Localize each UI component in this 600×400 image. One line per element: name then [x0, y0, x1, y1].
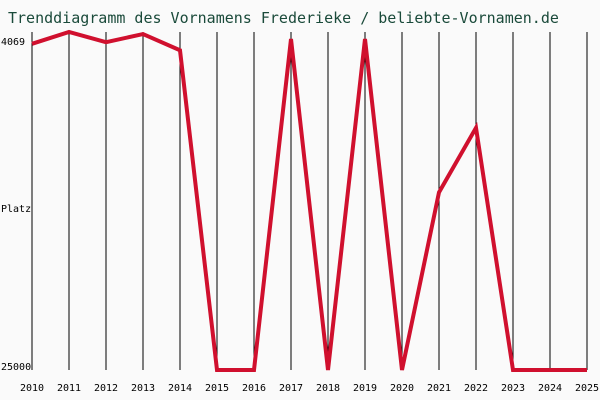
- x-tick-2023: 2023: [501, 383, 525, 394]
- x-tick-2010: 2010: [20, 383, 44, 394]
- series-line-0: [31, 29, 587, 372]
- grid-lines: [68, 32, 588, 370]
- x-tick-2017: 2017: [279, 383, 303, 394]
- x-tick-2013: 2013: [131, 383, 155, 394]
- x-tick-2019: 2019: [353, 383, 377, 394]
- x-tick-2012: 2012: [94, 383, 118, 394]
- x-tick-2015: 2015: [205, 383, 229, 394]
- x-tick-2020: 2020: [390, 383, 414, 394]
- x-tick-2014: 2014: [168, 383, 192, 394]
- x-tick-2024: 2024: [538, 383, 562, 394]
- chart-title: Trenddiagramm des Vornamens Frederieke /…: [8, 9, 559, 27]
- x-tick-2016: 2016: [242, 383, 266, 394]
- x-tick-2018: 2018: [316, 383, 340, 394]
- x-tick-2025: 2025: [575, 383, 599, 394]
- x-tick-labels: 2010 2011 2012 2013 2014 2015 2016 2017 2018 2019…: [20, 383, 599, 394]
- y-axis-label: Platz: [1, 204, 31, 215]
- y-top-label: 4069: [1, 37, 25, 48]
- x-tick-2022: 2022: [464, 383, 488, 394]
- series-layer: [31, 29, 587, 372]
- x-tick-2021: 2021: [427, 383, 451, 394]
- y-bottom-label: 25000: [1, 362, 31, 373]
- x-tick-2011: 2011: [57, 383, 81, 394]
